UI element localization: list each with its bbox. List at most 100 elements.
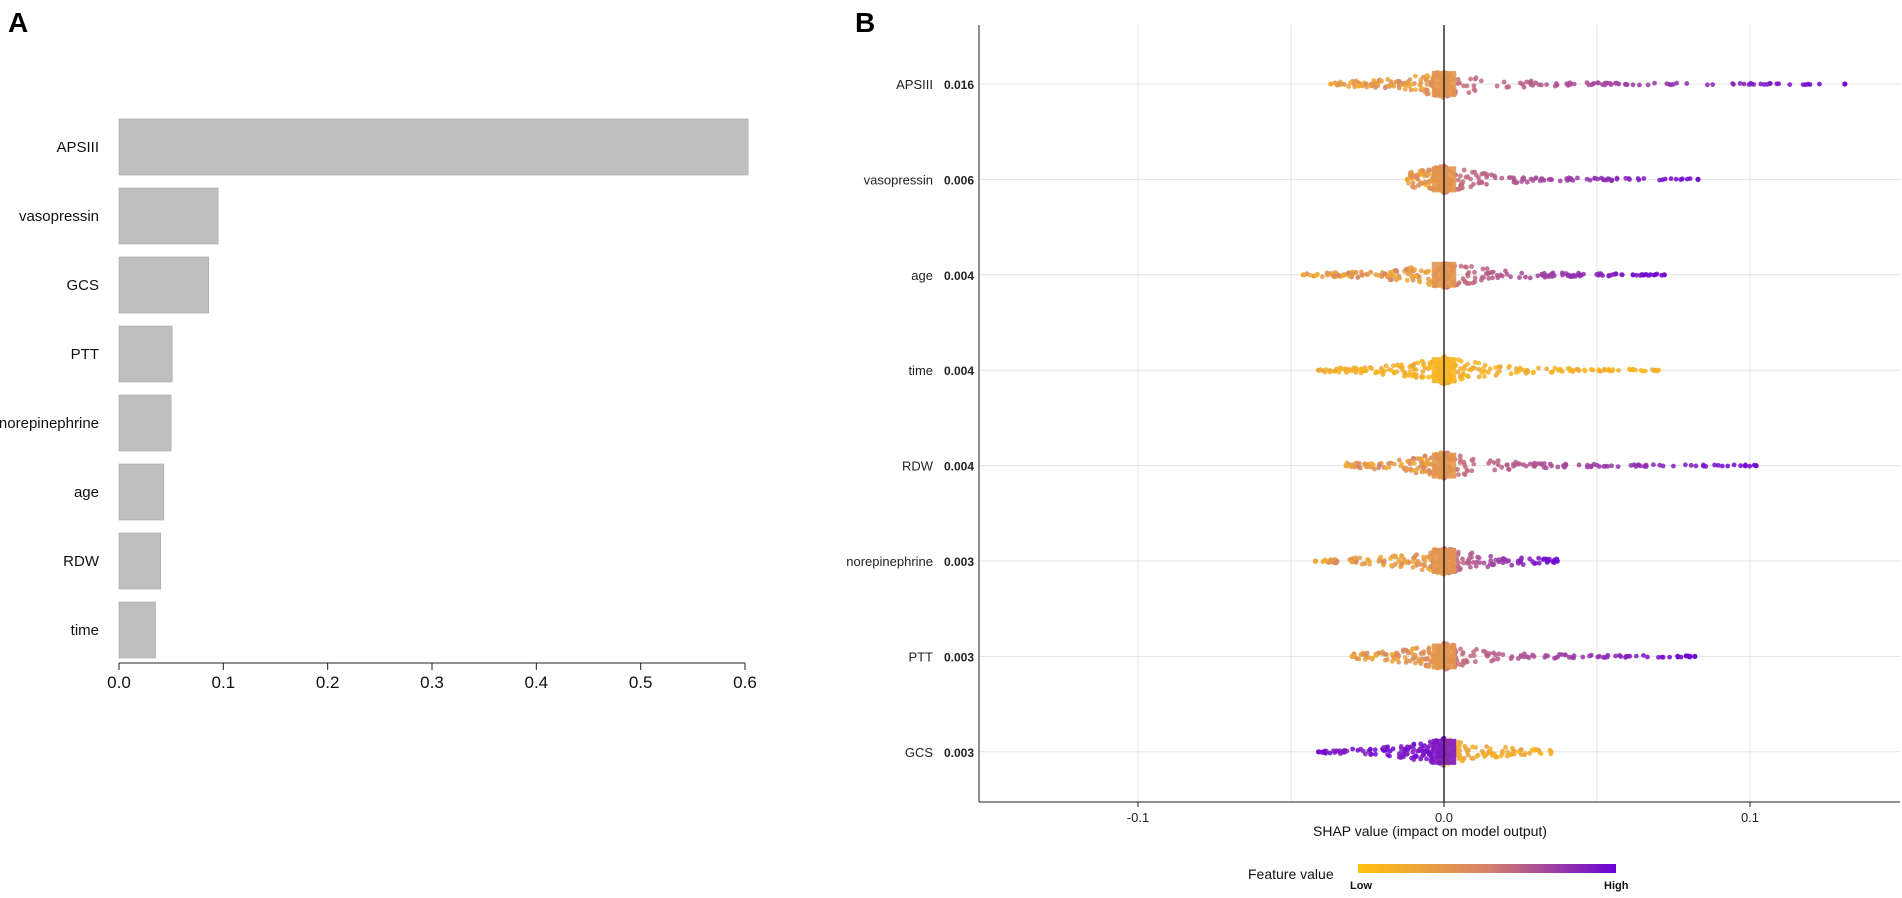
- bar-PTT: [118, 325, 173, 383]
- point: [1479, 180, 1485, 185]
- point: [1356, 464, 1361, 469]
- point: [1688, 462, 1694, 468]
- point: [1480, 266, 1486, 272]
- point: [1499, 464, 1505, 470]
- point: [1511, 175, 1516, 181]
- point: [1402, 370, 1407, 375]
- bar-vasopressin: [118, 187, 219, 245]
- point: [1549, 177, 1554, 183]
- point: [1386, 83, 1392, 88]
- point: [1494, 754, 1500, 760]
- point: [1417, 746, 1423, 752]
- point: [1509, 751, 1515, 757]
- point: [1456, 549, 1461, 555]
- panel-b-tick-label-2: 0.1: [1741, 810, 1759, 825]
- point: [1568, 81, 1574, 87]
- point: [1617, 653, 1622, 658]
- point: [1652, 80, 1657, 86]
- point: [1464, 659, 1470, 665]
- bar-label-time: time: [71, 622, 99, 639]
- point: [1461, 167, 1467, 173]
- point: [1424, 73, 1430, 78]
- point: [1492, 173, 1497, 179]
- point: [1473, 745, 1478, 750]
- point: [1469, 468, 1475, 474]
- point: [1476, 366, 1482, 372]
- point: [1460, 556, 1465, 562]
- point: [1390, 746, 1396, 752]
- point: [1509, 654, 1515, 659]
- point-max: [1695, 176, 1701, 182]
- point: [1380, 559, 1386, 565]
- legend-gradient-bar: [1358, 864, 1616, 873]
- point: [1369, 366, 1374, 371]
- point: [1554, 81, 1559, 86]
- point: [1516, 369, 1522, 374]
- point: [1687, 176, 1693, 182]
- point: [1466, 747, 1471, 753]
- point: [1472, 76, 1478, 82]
- point: [1641, 176, 1647, 181]
- point: [1373, 751, 1378, 757]
- point: [1409, 174, 1414, 179]
- point: [1684, 81, 1690, 86]
- point: [1477, 560, 1483, 565]
- point: [1472, 269, 1477, 275]
- point: [1344, 748, 1350, 754]
- bar-time: [118, 601, 156, 659]
- point: [1623, 82, 1629, 87]
- point: [1371, 78, 1377, 83]
- point: [1401, 466, 1407, 471]
- point: [1411, 366, 1417, 372]
- point: [1536, 555, 1541, 561]
- panel-a-tick-label-0: 0.0: [107, 673, 131, 692]
- point: [1382, 271, 1388, 277]
- point: [1391, 363, 1396, 369]
- point: [1396, 653, 1402, 659]
- point: [1327, 750, 1333, 756]
- point: [1571, 653, 1577, 659]
- point: [1408, 744, 1413, 750]
- point: [1605, 654, 1610, 660]
- point: [1606, 273, 1612, 279]
- bar-label-vasopressin: vasopressin: [19, 208, 99, 225]
- point: [1544, 557, 1550, 563]
- point: [1378, 554, 1384, 560]
- point: [1471, 653, 1477, 658]
- point: [1363, 751, 1368, 757]
- point: [1414, 552, 1420, 558]
- point: [1389, 652, 1395, 657]
- point: [1668, 82, 1674, 88]
- point: [1458, 566, 1463, 572]
- point: [1424, 269, 1430, 275]
- point: [1609, 178, 1615, 183]
- point: [1399, 561, 1405, 567]
- point: [1664, 81, 1670, 87]
- point: [1515, 656, 1521, 661]
- point: [1730, 81, 1736, 86]
- point: [1461, 560, 1466, 566]
- point: [1331, 274, 1337, 279]
- point: [1524, 79, 1530, 85]
- point-max: [1548, 749, 1554, 755]
- point: [1546, 273, 1552, 278]
- point: [1396, 457, 1402, 463]
- point: [1425, 554, 1430, 560]
- point: [1458, 366, 1463, 372]
- point: [1616, 368, 1621, 373]
- point: [1774, 81, 1780, 87]
- feature-label-APSIII: APSIII: [896, 77, 933, 92]
- point: [1484, 266, 1490, 272]
- point: [1346, 270, 1351, 276]
- point-max: [1661, 272, 1667, 278]
- point: [1637, 82, 1642, 88]
- point: [1764, 82, 1770, 87]
- point: [1372, 747, 1378, 753]
- panel-b-label: B: [855, 7, 875, 38]
- point: [1486, 460, 1491, 466]
- point: [1466, 374, 1471, 380]
- point: [1683, 462, 1688, 468]
- point: [1358, 652, 1364, 657]
- point: [1609, 463, 1614, 469]
- point: [1468, 76, 1473, 82]
